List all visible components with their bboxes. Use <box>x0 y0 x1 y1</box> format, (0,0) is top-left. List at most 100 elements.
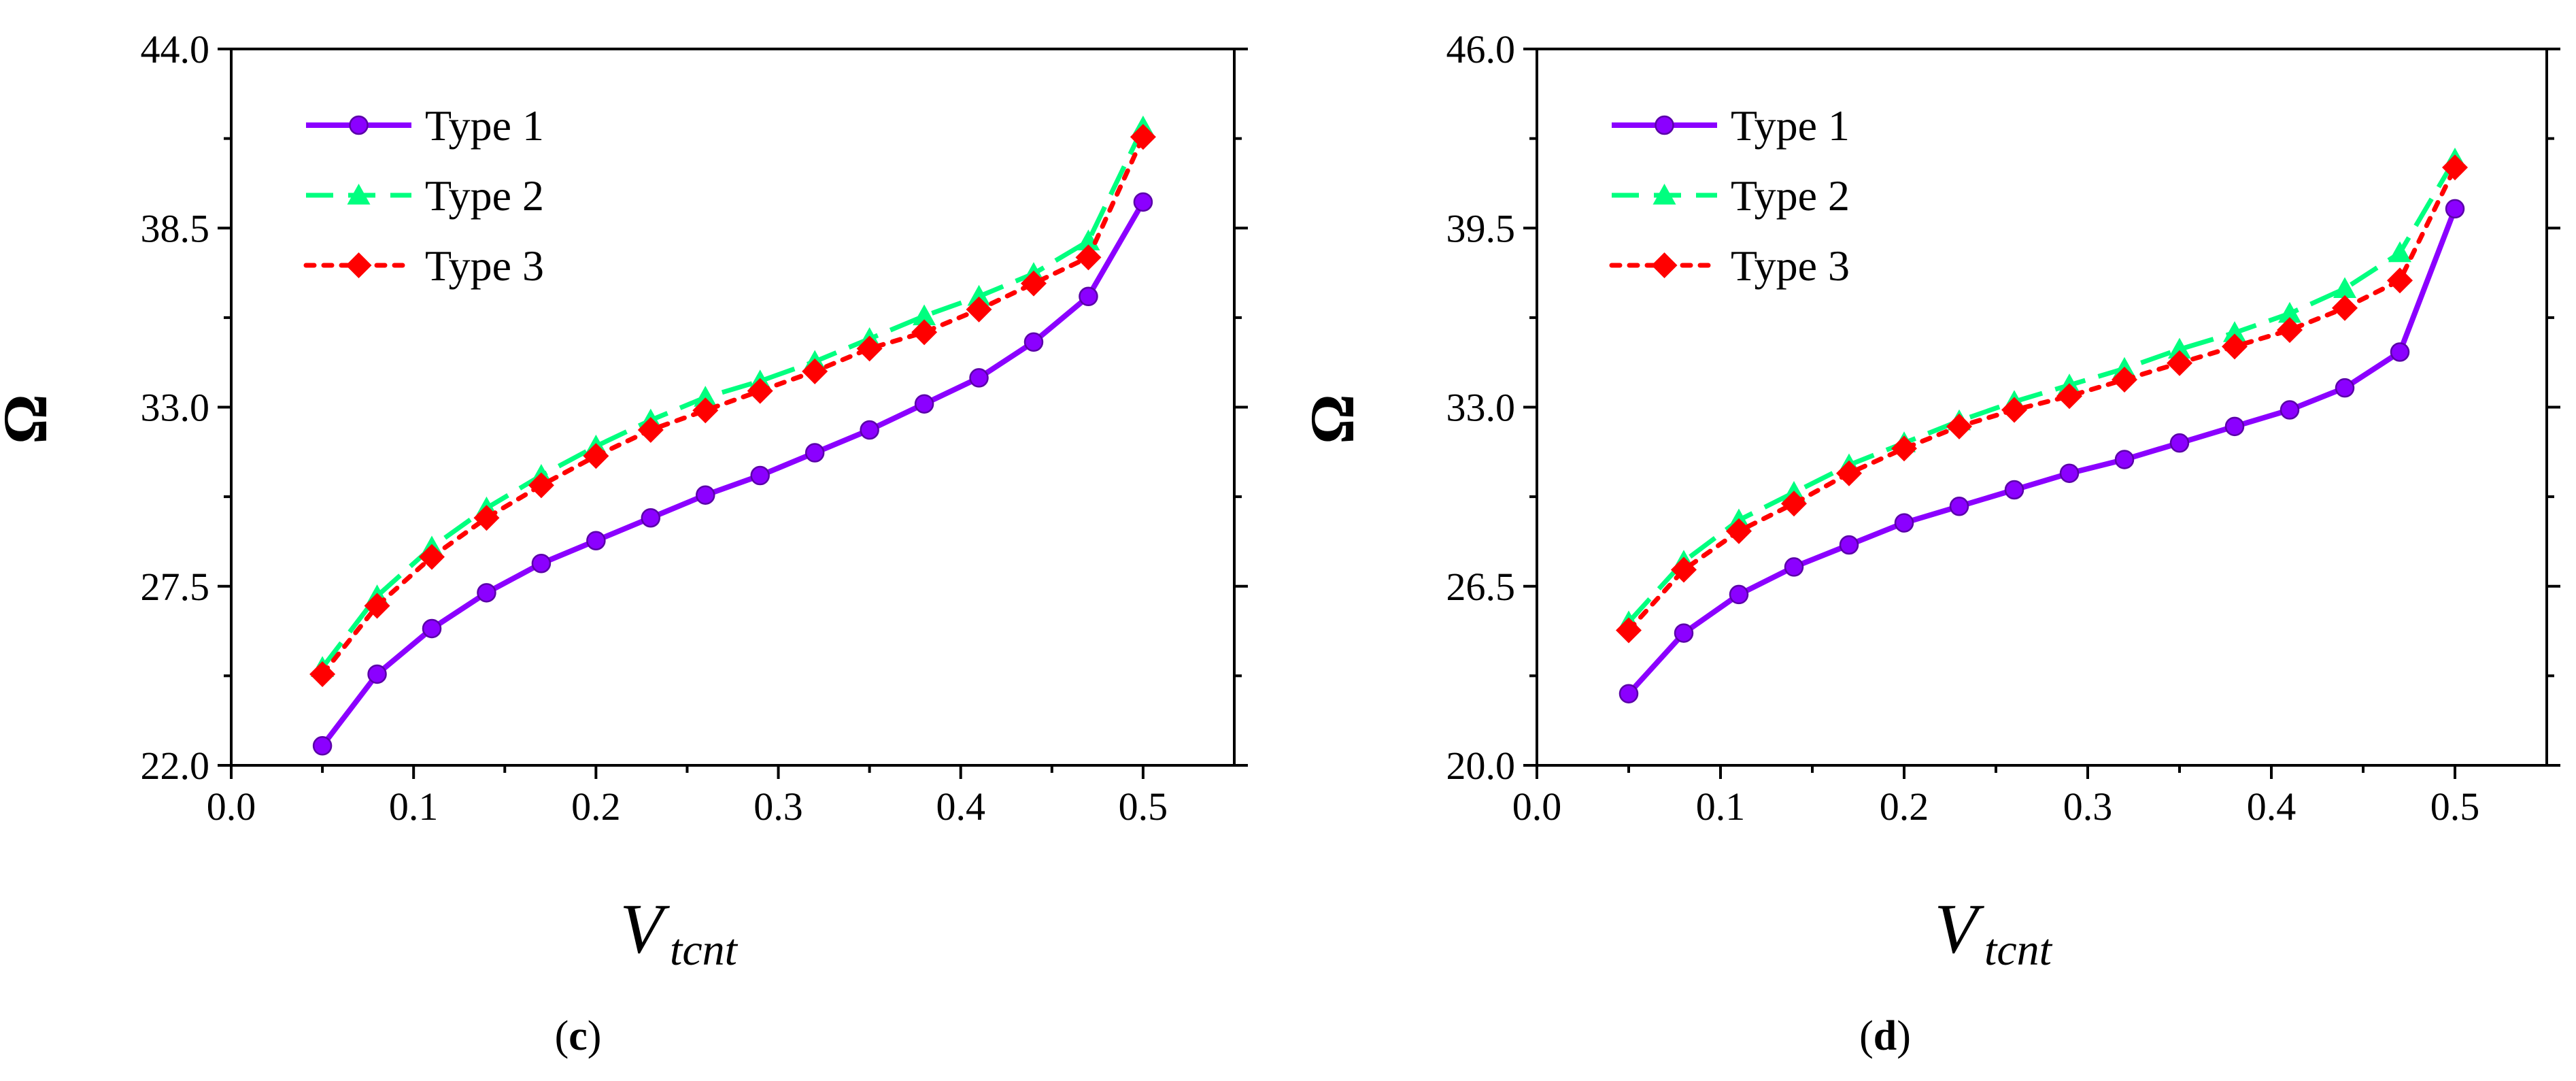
data-point <box>1077 229 1100 250</box>
data-point <box>692 397 719 424</box>
panel-d: Ω V tcnt (d) 0.0 0.1 0.2 0.3 0.4 0.5 20.0 26.5 3… <box>1298 27 2560 1059</box>
x-tick-label: 0.3 <box>753 784 803 829</box>
x-axis-label-main: V <box>620 890 670 968</box>
data-point <box>2335 378 2355 398</box>
data-point <box>2004 480 2024 500</box>
data-point <box>804 443 825 463</box>
series-type-3 <box>1616 154 2468 644</box>
plot-frame <box>1536 48 2548 767</box>
data-point <box>1946 413 1972 439</box>
data-point <box>913 304 936 326</box>
data-point <box>2167 350 2192 376</box>
data-point <box>966 296 992 322</box>
data-point <box>1075 244 1102 271</box>
y-tick-label: 22.0 <box>141 744 210 788</box>
legend-item: Type 3 <box>1609 242 1850 290</box>
data-point <box>583 443 609 469</box>
data-point <box>802 358 828 384</box>
x-axis-label-sub: tcnt <box>1984 925 2053 975</box>
data-point <box>1133 192 1153 212</box>
legend: Type 1 Type 2 Type 3 <box>1609 101 1850 290</box>
data-point <box>531 553 552 573</box>
data-point <box>1726 518 1752 544</box>
data-point <box>1616 617 1642 644</box>
data-point <box>969 368 989 388</box>
data-point <box>528 472 554 499</box>
series-type-3 <box>309 124 1156 687</box>
series-line <box>320 134 1146 677</box>
panel-c: Ω V tcnt (c) 0.0 0.1 0.2 0.3 0.4 0.5 22.0 27.5 3… <box>0 27 1248 1059</box>
legend-swatch-marker <box>345 252 372 278</box>
y-tick-label: 20.0 <box>1446 744 1516 788</box>
data-point <box>1836 460 1862 486</box>
data-point <box>2059 463 2080 483</box>
data-point <box>312 736 333 756</box>
x-tick-label: 0.1 <box>1696 784 1746 829</box>
x-tick-label: 0.3 <box>2063 784 2113 829</box>
y-tick-label: 39.5 <box>1446 206 1516 250</box>
legend-label: Type 3 <box>425 242 544 290</box>
data-point <box>1781 490 1807 517</box>
data-point <box>1079 286 1098 307</box>
data-point <box>694 386 717 407</box>
data-point <box>860 420 879 440</box>
legend: Type 1 Type 2 Type 3 <box>303 101 544 290</box>
data-point <box>1894 513 1914 533</box>
data-point <box>2168 337 2191 359</box>
data-point <box>2277 317 2303 344</box>
series-type-1 <box>1619 199 2465 703</box>
panel-caption-letter: d <box>1874 1013 1897 1059</box>
panel-caption: (c) <box>555 1013 602 1059</box>
legend-item: Type 1 <box>306 101 544 150</box>
legend-label: Type 3 <box>1731 242 1850 290</box>
data-point <box>967 284 991 306</box>
data-point <box>856 335 883 362</box>
y-tick-label: 27.5 <box>141 565 210 609</box>
series-type-1 <box>312 192 1153 756</box>
x-tick-label: 0.2 <box>1880 784 1929 829</box>
data-point <box>1949 497 1969 516</box>
data-point <box>1891 435 1917 462</box>
data-point <box>1674 623 1694 643</box>
data-point <box>1839 535 1859 555</box>
data-point <box>2169 433 2190 453</box>
data-point <box>364 593 390 619</box>
data-point <box>2112 367 2137 393</box>
data-point <box>2056 383 2082 410</box>
data-point <box>422 618 442 639</box>
legend-label: Type 2 <box>1731 171 1850 220</box>
data-point <box>2001 397 2027 423</box>
panel-caption-letter: c <box>569 1013 588 1059</box>
data-point <box>2224 416 2245 437</box>
legend-swatch-marker <box>1651 252 1678 278</box>
data-point <box>2222 333 2248 360</box>
data-point <box>2387 267 2413 294</box>
y-tick-label: 46.0 <box>1446 27 1516 71</box>
legend-item: Type 1 <box>1612 101 1850 150</box>
data-point <box>2442 154 2468 181</box>
series-line <box>1627 207 2458 696</box>
data-point <box>477 583 496 603</box>
data-point <box>2280 400 2300 420</box>
data-point <box>637 417 664 444</box>
x-tick-label: 0.0 <box>207 784 256 829</box>
data-point <box>419 544 445 570</box>
legend-swatch-marker <box>1655 115 1674 135</box>
data-point <box>1784 557 1804 577</box>
legend-label: Type 2 <box>425 171 544 220</box>
legend-label: Type 1 <box>425 101 544 150</box>
data-point <box>367 664 387 684</box>
data-point <box>1130 124 1156 150</box>
x-tick-label: 0.5 <box>2430 784 2480 829</box>
data-point <box>2390 342 2410 362</box>
legend-item: Type 2 <box>306 171 544 220</box>
x-tick-label: 0.4 <box>936 784 985 829</box>
legend-swatch-marker <box>349 115 369 135</box>
y-tick-label: 26.5 <box>1446 565 1516 609</box>
data-point <box>1729 584 1749 605</box>
series-line <box>1627 158 2458 624</box>
y-axis-label: Ω <box>1298 394 1367 444</box>
x-tick-label: 0.0 <box>1512 784 1562 829</box>
data-point <box>309 661 336 687</box>
